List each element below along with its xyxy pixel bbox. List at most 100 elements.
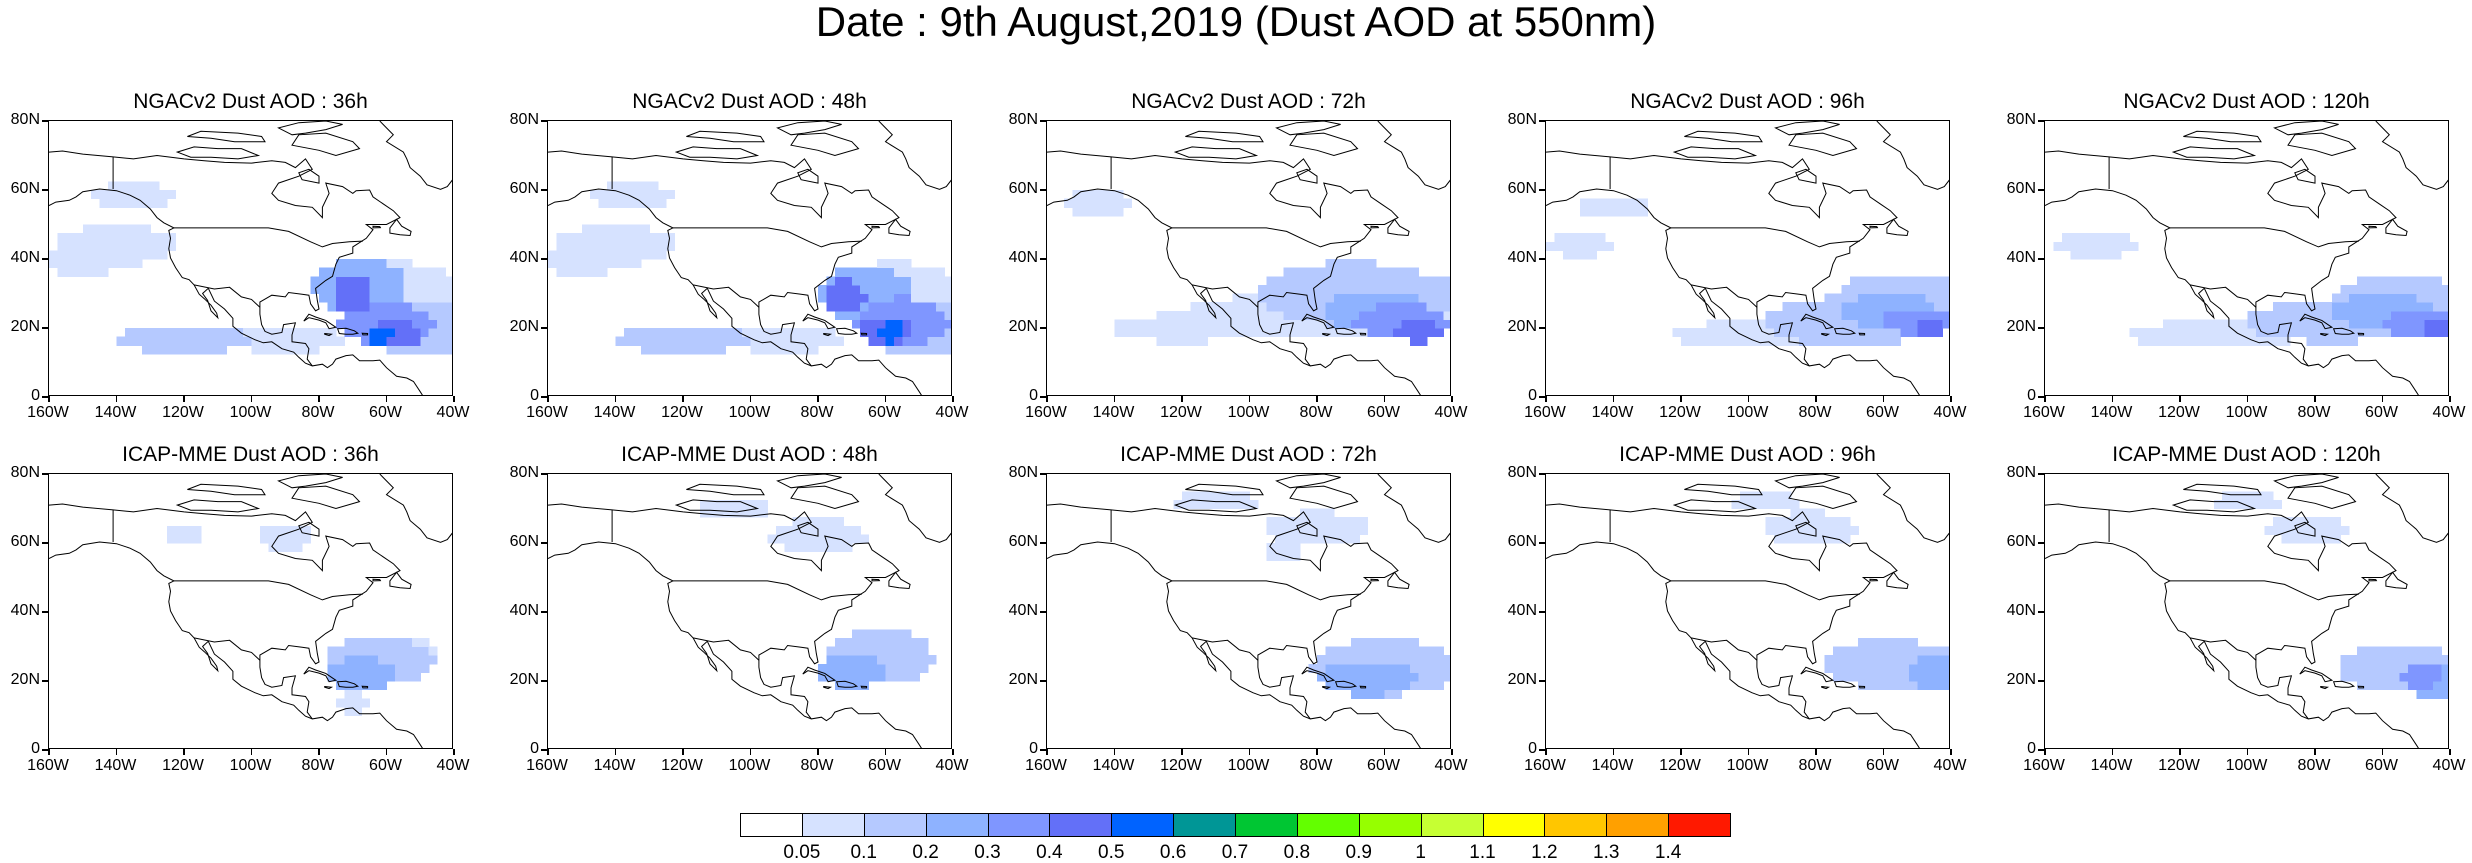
lon-tick-label: 140W (1591, 404, 1634, 421)
lat-tick-mark (1040, 120, 1046, 122)
coastline (2294, 168, 2316, 184)
lat-tick-label: 80N (2006, 464, 2036, 481)
colorbar-label: 1.4 (1654, 842, 1682, 863)
lat-tick-label: 60N (1507, 180, 1537, 197)
lat-tick-label: 0 (2027, 387, 2036, 404)
coastline (1546, 541, 1810, 720)
coastline (802, 666, 837, 683)
lon-tick-mark (2381, 749, 2383, 755)
lon-tick-label: 60W (2365, 404, 2398, 421)
dust-aod-shading (167, 525, 438, 717)
coastline (823, 332, 833, 337)
coastline (1047, 188, 1311, 367)
coastline (1833, 680, 1857, 688)
coastline (1788, 132, 1858, 157)
lat-tick-label: 0 (1029, 387, 1038, 404)
dust-aod-map (2045, 474, 2448, 748)
lat-tick-label: 80N (509, 111, 539, 128)
coastline (674, 146, 760, 160)
us-canada-border (1171, 227, 1361, 248)
coastline (776, 121, 842, 136)
lon-tick-mark (48, 749, 50, 755)
lon-tick-label: 80W (1798, 757, 1832, 774)
dust-aod-map (49, 121, 452, 395)
lon-tick-mark (952, 749, 954, 755)
us-mexico-border (693, 637, 760, 661)
lon-tick-label: 140W (2090, 404, 2133, 421)
lon-tick-label: 100W (1726, 404, 1769, 421)
lon-tick-mark (1612, 749, 1614, 755)
dust-aod-map (2045, 121, 2448, 395)
lat-tick-mark (2038, 327, 2044, 329)
lat-tick-mark (42, 327, 48, 329)
lon-tick-mark (1316, 749, 1318, 755)
lon-tick-label: 40W (2432, 404, 2466, 421)
coastline (871, 578, 881, 582)
coastline (175, 499, 261, 513)
lon-tick-label: 140W (1092, 404, 1135, 421)
map-frame (1545, 473, 1950, 749)
colorbar-label: 1.2 (1531, 842, 1558, 863)
lat-tick-mark (1539, 680, 1545, 682)
lon-tick-label: 80W (2297, 404, 2331, 421)
lat-tick-label: 20N (2006, 671, 2036, 688)
map-panel: NGACv2 Dust AOD : 120h 80N 60N 40N 20N 0 160W 1… (2007, 90, 2466, 421)
map-frame (48, 473, 453, 749)
panel-title: ICAP-MME Dust AOD : 96h (1619, 443, 1876, 466)
us-mexico-border (2190, 284, 2257, 308)
lon-tick-mark (1950, 396, 1952, 402)
coastline (2299, 313, 2334, 330)
lon-tick-label: 160W (1524, 404, 1566, 421)
lon-tick-label: 120W (661, 404, 703, 421)
lon-tick-label: 80W (1798, 404, 1832, 421)
coastline (2320, 685, 2330, 690)
coastline (187, 130, 266, 143)
lon-tick-mark (1882, 396, 1884, 402)
coastline (2045, 150, 2419, 395)
us-canada-border (2169, 580, 2359, 601)
lon-tick-label: 40W (2432, 757, 2466, 774)
panel-title: ICAP-MME Dust AOD : 120h (2112, 443, 2381, 466)
lat-tick-label: 20N (509, 671, 539, 688)
lon-tick-mark (1113, 749, 1115, 755)
us-mexico-border (693, 284, 760, 308)
coastline (1795, 168, 1817, 184)
coastline (860, 685, 868, 689)
us-canada-border (173, 227, 363, 248)
coastline (1173, 499, 1259, 513)
lat-tick-mark (2038, 749, 2044, 751)
lon-tick-mark (2246, 749, 2248, 755)
lon-tick-label: 100W (728, 404, 771, 421)
coastline (1886, 571, 1909, 590)
coastline (1377, 121, 1450, 190)
colorbar-swatch (1606, 813, 1670, 837)
lon-tick-label: 120W (162, 757, 204, 774)
coastline (1684, 130, 1763, 143)
lon-tick-label: 60W (1866, 404, 1899, 421)
lon-tick-label: 120W (1659, 757, 1701, 774)
dust-aod-map (1546, 474, 1949, 748)
lon-tick-mark (2044, 396, 2046, 402)
lat-tick-label: 60N (509, 533, 539, 550)
coastline (1370, 225, 1380, 229)
lat-tick-mark (541, 611, 547, 613)
coastline (1322, 332, 1332, 337)
colorbar-swatch (1544, 813, 1608, 837)
us-mexico-border (1192, 284, 1259, 308)
coastline (1672, 146, 1758, 160)
colorbar-label: 0.2 (912, 842, 939, 863)
coastline (2273, 121, 2339, 136)
lon-tick-label: 80W (301, 404, 335, 421)
lat-tick-label: 20N (10, 318, 40, 335)
lon-tick-label: 60W (1367, 757, 1400, 774)
lat-tick-label: 20N (509, 318, 539, 335)
panel-title: NGACv2 Dust AOD : 96h (1630, 90, 1865, 113)
dust-aod-map (1047, 474, 1450, 748)
lat-tick-mark (541, 258, 547, 260)
lat-tick-label: 60N (509, 180, 539, 197)
lat-tick-mark (2038, 473, 2044, 475)
lon-tick-label: 160W (27, 757, 69, 774)
coastline (1858, 685, 1866, 689)
coastline (2045, 188, 2309, 367)
colorbar-label: 1.1 (1469, 842, 1496, 863)
